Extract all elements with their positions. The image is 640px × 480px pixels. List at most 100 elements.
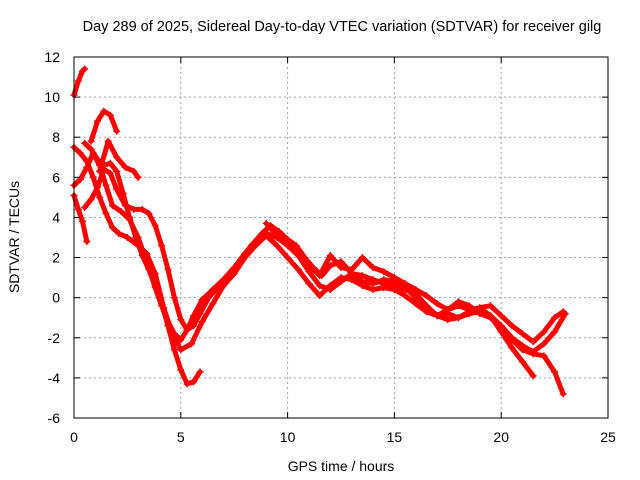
data-point [138, 252, 146, 260]
data-point [508, 344, 516, 352]
data-point [190, 312, 198, 320]
data-point [358, 272, 366, 280]
x-tick-label: 20 [493, 429, 509, 445]
data-point [316, 282, 324, 290]
data-point [170, 346, 178, 354]
data-point [96, 193, 104, 201]
data-point [177, 346, 185, 354]
data-point [247, 242, 255, 250]
data-point [497, 324, 505, 332]
data-point [151, 221, 159, 229]
data-point [100, 107, 108, 115]
data-point [305, 268, 313, 276]
data-point [559, 308, 567, 316]
data-point [215, 282, 223, 290]
data-point [401, 280, 409, 288]
data-point [81, 203, 89, 211]
data-point [226, 270, 234, 278]
data-point [108, 201, 116, 209]
data-point [132, 234, 140, 241]
data-point [113, 127, 121, 135]
data-point [130, 167, 138, 175]
x-tick-label: 10 [280, 429, 296, 445]
data-point [74, 205, 82, 213]
data-point [369, 280, 377, 288]
data-point [294, 250, 302, 258]
data-point [96, 167, 104, 175]
series-line-pass-8 [97, 138, 141, 180]
data-point [519, 330, 527, 338]
data-point [559, 390, 567, 398]
data-point [519, 346, 527, 354]
data-point [138, 205, 146, 213]
data-point [358, 278, 366, 286]
data-point [145, 209, 153, 217]
data-point [305, 262, 313, 270]
data-point [115, 229, 123, 237]
data-point [422, 304, 430, 312]
data-point [401, 292, 409, 300]
data-point [551, 328, 559, 336]
data-point [476, 304, 484, 312]
y-tick-label: 0 [52, 290, 60, 306]
data-point [76, 149, 84, 157]
data-point [262, 219, 270, 227]
data-point [444, 316, 452, 324]
data-point [183, 326, 191, 334]
data-point [326, 262, 334, 270]
x-axis-label: GPS time / hours [288, 458, 395, 474]
data-point [177, 366, 185, 374]
y-tick-label: -4 [48, 370, 61, 386]
data-point [164, 266, 172, 274]
x-tick-label: 5 [177, 429, 185, 445]
data-point [258, 229, 266, 237]
data-point [106, 111, 114, 119]
data-point [422, 292, 430, 300]
data-point [134, 173, 142, 181]
data-point [177, 316, 185, 324]
data-point [305, 280, 313, 288]
data-point [337, 264, 345, 272]
data-point [433, 300, 441, 308]
data-point [369, 264, 377, 272]
data-point [348, 266, 356, 274]
data-point [113, 185, 121, 193]
data-point [273, 242, 281, 250]
data-point [454, 302, 462, 310]
data-point [316, 272, 324, 280]
data-point [81, 65, 89, 73]
data-point [119, 189, 127, 197]
data-point [102, 181, 110, 189]
data-point [358, 254, 366, 262]
data-point [369, 286, 377, 294]
data-point [108, 223, 116, 231]
data-point [497, 312, 505, 320]
data-point [89, 173, 97, 181]
data-point [275, 227, 283, 235]
data-point [326, 286, 334, 294]
data-point [294, 266, 302, 274]
data-point [540, 352, 548, 360]
data-point [540, 340, 548, 348]
data-point [237, 256, 245, 264]
data-point [83, 238, 91, 246]
data-point [106, 169, 114, 177]
data-point [487, 302, 495, 310]
y-tick-label: 2 [52, 250, 60, 266]
y-tick-label: -6 [48, 410, 61, 426]
data-point [183, 380, 191, 388]
y-axis-label: SDTVAR / TECUs [6, 181, 22, 293]
data-point [196, 310, 204, 318]
series-line-pass-2 [71, 192, 90, 244]
data-point [551, 368, 559, 376]
data-point [81, 139, 89, 147]
y-tick-label: -2 [48, 330, 61, 346]
data-point [74, 77, 82, 85]
data-point [190, 322, 198, 330]
data-point [273, 231, 281, 239]
y-tick-label: 12 [44, 49, 60, 65]
data-point [121, 163, 129, 171]
data-point [187, 340, 195, 348]
y-tick-label: 6 [52, 169, 60, 185]
series-line-pass-1 [71, 66, 88, 98]
